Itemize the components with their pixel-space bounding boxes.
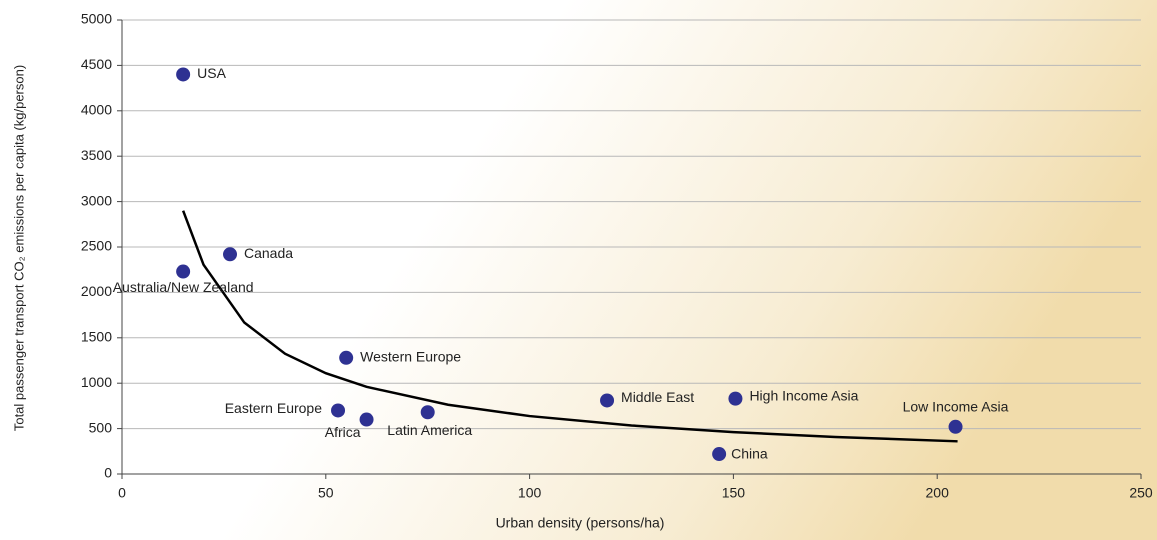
y-tick-label: 5000 <box>81 11 112 27</box>
y-axis-label: Total passenger transport CO₂ emissions … <box>11 65 26 431</box>
point-label: Canada <box>244 245 293 261</box>
point <box>712 447 727 462</box>
y-tick-label: 3500 <box>81 147 112 163</box>
point <box>420 405 435 420</box>
point-label: Australia/New Zealand <box>113 279 254 295</box>
point <box>331 403 346 418</box>
x-tick-label: 250 <box>1129 485 1153 501</box>
point-label: Africa <box>325 424 361 440</box>
trend-line <box>181 210 958 443</box>
y-tick-label: 0 <box>104 465 112 481</box>
point <box>176 264 191 279</box>
y-tick-label: 500 <box>89 419 113 435</box>
x-tick-label: 100 <box>518 485 542 501</box>
point-label: High Income Asia <box>749 387 858 403</box>
x-tick-label: 200 <box>926 485 950 501</box>
point-label: Low Income Asia <box>903 398 1009 414</box>
y-tick-label: 3000 <box>81 192 112 208</box>
x-axis-label: Urban density (persons/ha) <box>496 515 665 531</box>
point-label: Latin America <box>387 422 472 438</box>
y-tick-label: 1500 <box>81 329 112 345</box>
point <box>223 247 238 262</box>
point <box>339 350 354 365</box>
point <box>728 391 743 406</box>
x-tick-label: 150 <box>722 485 746 501</box>
point-label: Western Europe <box>360 348 461 364</box>
x-tick-label: 50 <box>318 485 334 501</box>
point-label: Middle East <box>621 389 694 405</box>
y-tick-label: 2500 <box>81 238 112 254</box>
y-tick-label: 2000 <box>81 283 112 299</box>
x-tick-label: 0 <box>118 485 126 501</box>
point <box>600 393 615 408</box>
point-label: China <box>731 446 768 462</box>
y-tick-label: 1000 <box>81 374 112 390</box>
point-label: Eastern Europe <box>225 400 322 416</box>
point <box>176 67 191 82</box>
y-tick-label: 4500 <box>81 56 112 72</box>
point <box>948 419 963 434</box>
point <box>359 412 374 427</box>
y-tick-label: 4000 <box>81 102 112 118</box>
point-label: USA <box>197 65 226 81</box>
